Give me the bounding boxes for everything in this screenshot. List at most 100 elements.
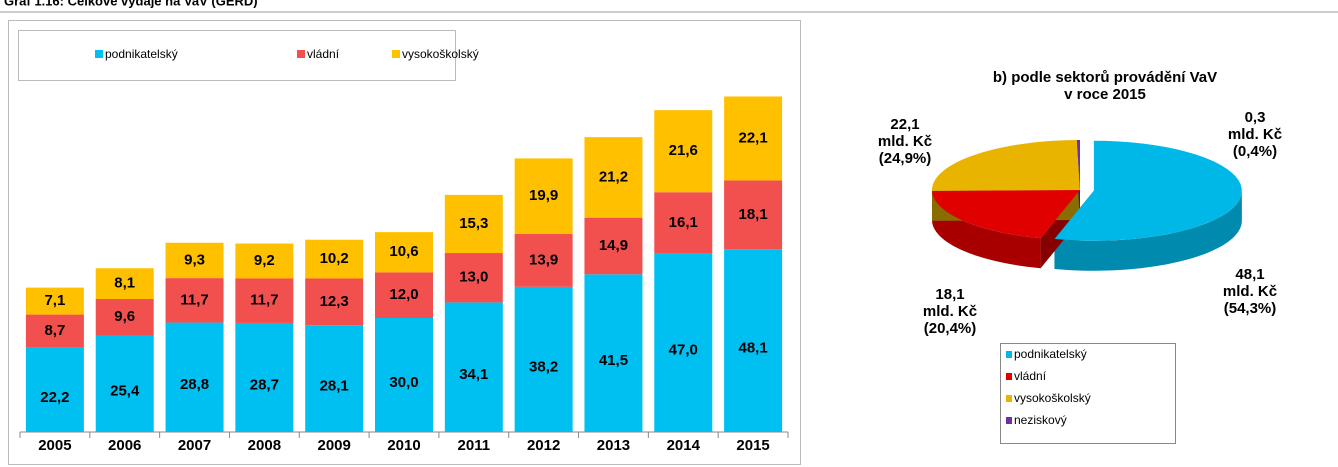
legend-swatch [1006, 351, 1012, 358]
bar-segment [375, 232, 433, 273]
bar-segment [584, 217, 643, 275]
legend-swatch [1006, 373, 1012, 380]
data-label: 21,2 [599, 168, 628, 185]
data-label: 22,1 [890, 116, 919, 133]
bar-segment [165, 278, 224, 323]
data-label: mld. Kč [878, 133, 932, 150]
x-tick-label: 2011 [458, 437, 491, 454]
data-label: (24,9%) [879, 150, 932, 167]
bar-segment [305, 239, 364, 279]
legend-label: vládní [307, 47, 340, 61]
data-label: 22,2 [40, 389, 69, 406]
data-label: 10,2 [320, 250, 349, 267]
data-label: 15,3 [459, 215, 488, 232]
bar-legend-box [18, 30, 456, 81]
x-tick-label: 2014 [667, 437, 701, 454]
data-label: mld. Kč [1223, 283, 1277, 300]
data-label: (0,4%) [1233, 143, 1277, 160]
data-label: 30,0 [389, 374, 418, 391]
legend-label: vládní [1014, 369, 1047, 383]
data-label: 47,0 [669, 342, 698, 359]
pie-slice [1076, 140, 1080, 190]
data-label: 18,1 [738, 206, 767, 223]
bar-segment [165, 242, 224, 279]
bar-segment [95, 335, 154, 432]
data-label: 28,1 [320, 378, 349, 395]
bar-segment [375, 272, 433, 318]
x-tick-label: 2007 [178, 437, 211, 454]
data-label: 21,6 [669, 142, 698, 159]
pie-legend-box [1000, 343, 1176, 444]
x-tick-label: 2005 [38, 437, 71, 454]
data-label: 10,6 [389, 243, 418, 260]
data-label: 9,3 [184, 251, 205, 268]
data-label: 34,1 [459, 366, 488, 383]
x-tick-label: 2013 [597, 437, 630, 454]
bar-segment [654, 110, 713, 193]
bar-frame [8, 20, 801, 465]
legend-label: neziskový [1014, 413, 1067, 427]
bar-segment [235, 322, 294, 432]
legend-swatch [297, 50, 305, 58]
legend-swatch [95, 50, 103, 58]
x-tick-label: 2015 [736, 437, 769, 454]
pie-slice [1054, 140, 1242, 241]
data-label: 13,0 [459, 269, 488, 286]
pie-slice [932, 190, 1080, 239]
data-label: 28,7 [250, 376, 279, 393]
bar-segment [724, 96, 783, 181]
figure-title: Graf 1.16: Celkové výdaje na VaV (GERD) [4, 0, 258, 8]
x-tick-label: 2010 [387, 437, 420, 454]
x-tick-label: 2008 [248, 437, 281, 454]
bar-segment [25, 347, 84, 432]
legend-swatch [1006, 417, 1012, 424]
legend-swatch [1006, 395, 1012, 402]
data-label: 22,1 [738, 129, 767, 146]
data-label: 19,9 [529, 187, 558, 204]
data-label: 41,5 [599, 352, 628, 369]
bar-segment [305, 278, 364, 326]
data-label: 14,9 [599, 237, 628, 254]
data-label: 48,1 [1235, 266, 1264, 283]
bar-segment [165, 322, 224, 432]
data-label: (20,4%) [924, 320, 977, 337]
bar-segment [444, 253, 503, 303]
bar-segment [95, 268, 154, 299]
data-label: 25,4 [110, 383, 140, 400]
bar-segment [654, 192, 713, 254]
data-label: 28,8 [180, 376, 209, 393]
pie-side [1054, 190, 1242, 271]
bar-segment [444, 194, 503, 254]
bar-segment [724, 249, 783, 432]
x-tick-label: 2012 [527, 437, 560, 454]
data-label: 0,3 [1245, 109, 1266, 126]
data-label: (54,3%) [1224, 300, 1277, 317]
bar-segment [235, 243, 294, 279]
bar-segment [724, 180, 783, 250]
data-label: mld. Kč [923, 303, 977, 320]
pie-title: v roce 2015 [1064, 86, 1146, 103]
legend-swatch [392, 50, 400, 58]
bar-segment [235, 278, 294, 323]
data-label: 8,7 [44, 322, 65, 339]
data-label: 18,1 [935, 286, 964, 303]
x-tick-label: 2009 [317, 437, 350, 454]
legend-label: vysokoškolský [402, 47, 479, 61]
legend-label: podnikatelský [105, 47, 178, 61]
data-label: 38,2 [529, 358, 558, 375]
x-tick-label: 2006 [108, 437, 141, 454]
data-label: 9,2 [254, 252, 275, 269]
data-label: 7,1 [44, 292, 65, 309]
legend-label: podnikatelský [1014, 347, 1087, 361]
bar-segment [654, 253, 713, 432]
data-label: 11,7 [250, 292, 278, 309]
bar-segment [444, 302, 503, 432]
bar-segment [95, 299, 154, 336]
bar-segment [584, 137, 643, 218]
bar-segment [375, 318, 433, 432]
bar-segment [25, 287, 84, 315]
bar-segment [305, 325, 364, 432]
bar-segment [514, 286, 573, 432]
pie-title: b) podle sektorů provádění VaV [993, 69, 1217, 86]
